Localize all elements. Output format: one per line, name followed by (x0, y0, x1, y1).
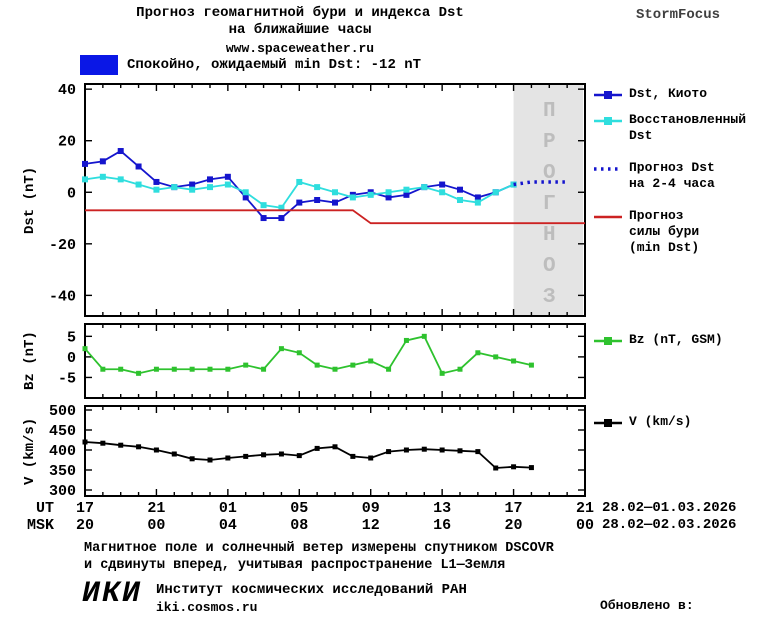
time-tick-label: 09 (361, 500, 380, 517)
bz-chart-panel: 5 0 -5 (58, 323, 586, 399)
svg-text:Р: Р (543, 131, 556, 154)
msk-axis-prefix: MSK (27, 517, 55, 534)
status-color-swatch (80, 55, 118, 75)
svg-text:З: З (543, 286, 556, 309)
time-tick-label: 20 (504, 517, 523, 534)
svg-text:500: 500 (49, 403, 76, 420)
dst-kyoto-line-icon (593, 87, 625, 108)
dst-kyoto-label: Dst, Киото (629, 86, 708, 101)
svg-text:40: 40 (58, 82, 76, 99)
status-row: Спокойно, ожидаемый min Dst: -12 nT (80, 54, 421, 76)
time-tick-label: 20 (75, 517, 95, 534)
v-line-icon (593, 415, 625, 436)
time-axis-msk: MSK 28.02—02.03.2026 20 00 04 08 12 16 20 00 (0, 517, 760, 534)
msk-date-range: 28.02—02.03.2026 (602, 517, 737, 533)
iki-logo: ИКИ (82, 577, 143, 611)
brand-stormfocus: StormFocus (635, 7, 720, 23)
legend-item-dst-reconstructed: Восстановленный Dst (593, 112, 746, 144)
updated-block: Обновлено в: UT 17:05, 01.03.2026 MSK 20… (600, 566, 758, 620)
time-tick-label: 12 (361, 517, 380, 534)
time-tick-label: 08 (290, 517, 309, 534)
dst-reconstructed-line-icon (593, 113, 625, 134)
bz-line-icon (593, 333, 625, 354)
time-tick-label: 01 (218, 500, 237, 517)
note-line2: и сдвинуты вперед, учитывая распростране… (84, 558, 506, 573)
time-tick-label: 21 (575, 500, 595, 517)
legend-item-v: V (km/s) (593, 414, 691, 436)
svg-text:-5: -5 (58, 370, 76, 387)
time-tick-label: 00 (147, 517, 166, 534)
v-chart-panel: 500 450 400 350 300 (49, 403, 586, 500)
time-tick-label: 05 (290, 500, 309, 517)
dst-legend: Dst, Киото Восстановленный Dst Прогноз D… (593, 86, 760, 321)
time-tick-label: 16 (433, 517, 452, 534)
time-tick-label: 00 (575, 517, 595, 534)
data-source-note: Магнитное поле и солнечный ветер измерен… (84, 540, 554, 574)
svg-text:-20: -20 (49, 237, 76, 254)
svg-text:20: 20 (58, 134, 76, 151)
title-line2: на ближайшие часы (228, 22, 372, 38)
ut-axis-prefix: UT (36, 500, 55, 517)
ut-date-range: 28.02—01.03.2026 (602, 500, 737, 516)
time-tick-label: 17 (504, 500, 523, 517)
storm-forecast-line-icon (593, 209, 625, 230)
time-tick-label: 21 (147, 500, 166, 517)
svg-text:400: 400 (49, 443, 76, 460)
svg-text:О: О (543, 255, 556, 278)
institute-name: Институт космических исследований РАН (156, 582, 467, 598)
legend-item-storm-forecast: Прогноз силы бури (min Dst) (593, 208, 699, 256)
time-tick-label: 13 (433, 500, 452, 517)
svg-text:-40: -40 (49, 288, 76, 305)
svg-text:300: 300 (49, 483, 76, 500)
time-axis-ut: UT 28.02—01.03.2026 17 21 01 05 09 13 17 21 (0, 500, 760, 517)
status-text: Спокойно, ожидаемый min Dst: -12 nT (127, 57, 422, 73)
storm-forecast-label: Прогноз силы бури (min Dst) (629, 208, 700, 255)
dst-reconstructed-label: Восстановленный Dst (629, 112, 747, 143)
svg-text:О: О (543, 162, 556, 185)
time-tick-label: 17 (75, 500, 95, 517)
svg-text:Г: Г (543, 193, 556, 216)
iki-site-link[interactable]: iki.cosmos.ru (156, 600, 258, 615)
bz-label: Bz (nT, GSM) (629, 332, 723, 347)
v-label: V (km/s) (629, 414, 692, 429)
dst-forecast-label: Прогноз Dst на 2-4 часа (629, 160, 715, 191)
svg-text:0: 0 (67, 350, 76, 367)
legend-item-dst-kyoto: Dst, Киото (593, 86, 707, 108)
svg-text:П: П (543, 100, 556, 123)
svg-text:350: 350 (49, 463, 76, 480)
svg-text:Н: Н (543, 224, 556, 247)
time-tick-label: 04 (218, 517, 237, 534)
note-line1: Магнитное поле и солнечный ветер измерен… (84, 541, 554, 556)
legend-item-dst-forecast: Прогноз Dst на 2-4 часа (593, 160, 715, 192)
svg-text:5: 5 (67, 329, 76, 346)
title-line1: Прогноз геомагнитной бури и индекса Dst (136, 5, 464, 21)
updated-label: Обновлено в: (600, 598, 694, 613)
page-title: Прогноз геомагнитной бури и индекса Dst … (40, 5, 560, 57)
svg-text:0: 0 (67, 185, 76, 202)
svg-text:450: 450 (49, 423, 76, 440)
spaceweather-link[interactable]: www.spaceweather.ru (225, 41, 375, 56)
legend-item-bz: Bz (nT, GSM) (593, 332, 723, 354)
dst-forecast-dotted-line-icon (593, 161, 625, 182)
